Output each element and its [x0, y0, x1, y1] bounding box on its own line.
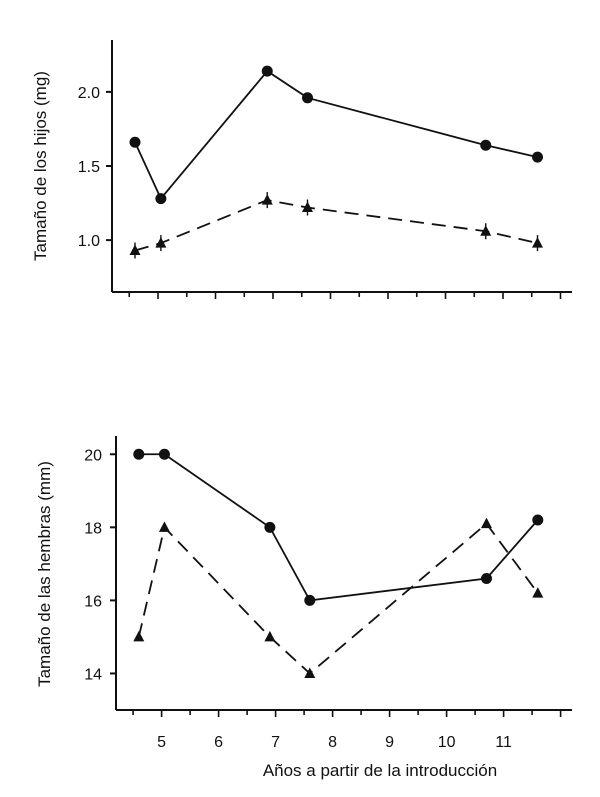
x-tick-label: 7 [271, 734, 280, 751]
dashed-series-line [134, 199, 538, 252]
y-ticks: 1.0 1.5 2.0 [78, 85, 112, 250]
circle-marker [304, 594, 316, 606]
series-group [133, 448, 544, 678]
triangle-marker [133, 630, 145, 642]
dashed-series-line [137, 522, 539, 675]
y-tick-label: 2.0 [78, 85, 100, 102]
x-tick-label: 10 [438, 734, 456, 751]
circle-marker [158, 448, 170, 460]
circle-marker [264, 521, 276, 533]
triangle-marker [158, 521, 170, 532]
x-tick-label: 9 [385, 734, 394, 751]
triangle-marker [304, 667, 316, 678]
circle-marker [532, 514, 544, 526]
y-tick-label: 16 [84, 593, 102, 610]
y-tick-label: 20 [84, 447, 102, 464]
x-ticks [128, 292, 562, 299]
circle-marker [480, 139, 492, 151]
triangle-marker [481, 517, 492, 529]
x-tick-label: 6 [214, 734, 223, 751]
y-axis-label: Tamaño de las hembras (mm) [35, 461, 54, 687]
x-tick-label: 5 [157, 734, 166, 751]
y-tick-label: 14 [84, 666, 102, 683]
circle-marker [261, 65, 273, 77]
x-tick-label: 11 [495, 734, 512, 751]
triangle-marker [532, 587, 544, 598]
solid-series-line [134, 69, 538, 201]
y-tick-label: 18 [84, 520, 102, 537]
x-ticks: 5 6 7 8 9 10 11 [132, 710, 562, 751]
chart-top-hijos: Tamaño de los hijos (mg) 1.0 1.5 2.0 [31, 40, 572, 299]
y-ticks: 14 16 18 20 [84, 447, 116, 683]
circle-marker [302, 92, 313, 104]
chart-bottom-hembras: Tamaño de las hembras (mm) Años a partir… [35, 436, 572, 780]
series-group [129, 65, 543, 259]
x-tick-label: 8 [328, 734, 337, 751]
circle-marker [155, 193, 167, 205]
circle-marker [532, 151, 543, 163]
circle-marker [133, 448, 145, 460]
y-tick-label: 1.0 [78, 233, 100, 250]
triangle-marker [264, 630, 276, 642]
y-axis-label: Tamaño de los hijos (mg) [31, 71, 50, 261]
circle-marker [129, 136, 141, 148]
x-axis-label: Años a partir de la introducción [263, 761, 497, 780]
y-tick-label: 1.5 [78, 159, 100, 176]
circle-marker [481, 572, 492, 584]
solid-series-line [138, 453, 539, 602]
